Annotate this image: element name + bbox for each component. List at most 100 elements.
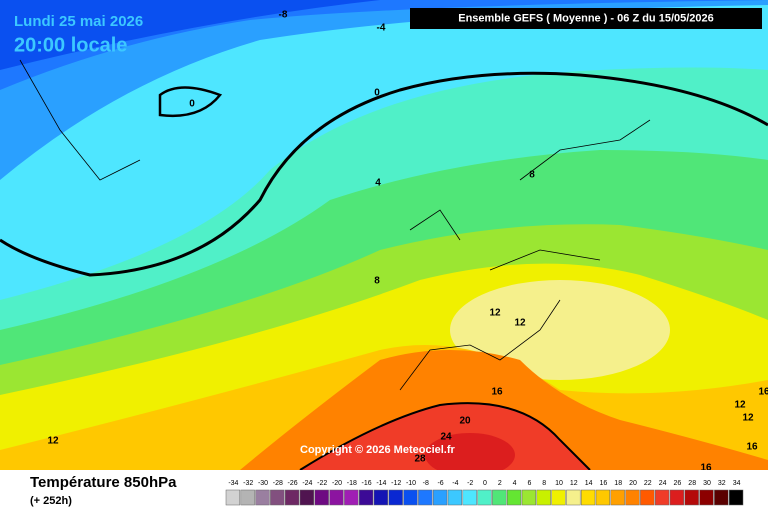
legend-label: 14 xyxy=(585,480,593,487)
contour-label: 0 xyxy=(374,88,380,99)
contour-label: 16 xyxy=(700,463,712,474)
legend-swatch xyxy=(403,489,418,506)
legend-swatch xyxy=(477,489,492,506)
legend-swatch xyxy=(284,489,300,506)
legend-label: -24 xyxy=(302,480,312,487)
contour-label: 16 xyxy=(758,387,768,398)
legend-label: 22 xyxy=(644,480,652,487)
legend-swatch xyxy=(299,489,315,506)
legend-swatch xyxy=(625,489,640,506)
legend-swatch xyxy=(566,489,581,506)
contour-label: 8 xyxy=(529,170,535,181)
legend-swatch xyxy=(418,489,433,506)
legend-label: -16 xyxy=(362,480,372,487)
legend-swatch xyxy=(580,489,596,506)
contour-label: 8 xyxy=(374,276,380,287)
legend-swatch xyxy=(329,489,344,506)
valid-date: Lundi 25 mai 2026 xyxy=(14,13,143,30)
legend-swatch xyxy=(432,489,448,506)
legend-swatch xyxy=(388,489,403,506)
run-box xyxy=(410,8,762,29)
legend-label: 16 xyxy=(600,480,608,487)
legend-swatch xyxy=(699,489,714,506)
legend-label: -12 xyxy=(391,480,401,487)
legend-label: -34 xyxy=(228,480,238,487)
legend-label: 26 xyxy=(674,480,682,487)
contour-label: 12 xyxy=(489,308,501,319)
contour-label: 24 xyxy=(440,432,452,443)
contour-label: 4 xyxy=(375,178,381,189)
legend-swatch xyxy=(610,489,625,506)
legend-swatch xyxy=(270,489,285,506)
copyright: Copyright © 2026 Meteociel.fr xyxy=(300,444,456,456)
legend-label: -10 xyxy=(406,480,416,487)
legend-label: 4 xyxy=(513,480,517,487)
legend-swatch xyxy=(344,489,359,506)
legend-swatch xyxy=(684,489,699,506)
legend-swatch xyxy=(595,489,611,506)
legend-label: 28 xyxy=(688,480,696,487)
valid-time: 20:00 locale xyxy=(14,34,127,56)
contour-label: 12 xyxy=(514,318,526,329)
field-title: Température 850hPa xyxy=(30,474,177,491)
legend-label: -22 xyxy=(317,480,327,487)
legend-swatch xyxy=(521,489,537,506)
legend-label: 0 xyxy=(483,480,487,487)
legend-swatch xyxy=(373,489,389,506)
run-info: Ensemble GEFS ( Moyenne ) - 06 Z du 15/0… xyxy=(458,12,714,24)
legend-swatch xyxy=(240,489,255,506)
legend-label: 32 xyxy=(718,480,726,487)
legend-swatch xyxy=(358,489,374,506)
contour-label: 16 xyxy=(491,387,503,398)
legend-label: 6 xyxy=(527,480,531,487)
legend-swatch xyxy=(506,489,522,506)
legend-label: -30 xyxy=(258,480,268,487)
legend-label: 2 xyxy=(498,480,502,487)
legend-swatch xyxy=(640,489,655,506)
contour-label: 12 xyxy=(734,400,746,411)
contour-label: 20 xyxy=(459,416,471,427)
legend-label: -4 xyxy=(452,480,458,487)
contour-label: -4 xyxy=(377,23,386,34)
legend-swatch xyxy=(255,489,270,506)
legend-label: 30 xyxy=(703,480,711,487)
legend-label: 8 xyxy=(542,480,546,487)
legend-swatch xyxy=(447,489,463,506)
legend-swatch xyxy=(314,489,329,506)
legend-swatch xyxy=(669,489,685,506)
legend-label: 18 xyxy=(614,480,622,487)
legend-label: -18 xyxy=(347,480,357,487)
contour-label: 12 xyxy=(742,413,754,424)
legend-swatch xyxy=(492,489,507,506)
legend-label: -14 xyxy=(376,480,386,487)
legend-swatch xyxy=(551,489,566,506)
legend-label: -8 xyxy=(423,480,429,487)
contour-label: 12 xyxy=(47,436,59,447)
contour-labels: -8 -4 0 0 4 8 8 12 12 12 16 20 24 28 12 12 16 16 16 xyxy=(47,10,768,474)
legend-label: 10 xyxy=(555,480,563,487)
legend-label: 12 xyxy=(570,480,578,487)
legend-label: -32 xyxy=(243,480,253,487)
contour-label: 16 xyxy=(746,442,758,453)
legend-label: -28 xyxy=(273,480,283,487)
legend-swatch xyxy=(462,489,477,506)
legend-label: 24 xyxy=(659,480,667,487)
isotherms xyxy=(0,59,768,471)
legend-swatch xyxy=(225,489,241,506)
legend-label: -6 xyxy=(437,480,443,487)
lead-time: (+ 252h) xyxy=(30,495,72,507)
contour-label: 0 xyxy=(189,99,195,110)
legend-label: -26 xyxy=(288,480,298,487)
colorbar: -34 -32 -30 -28 -26 -24 -22 -20 -18 -16 -14 -12 -10-… xyxy=(225,480,744,506)
legend-swatch xyxy=(654,489,670,506)
legend-label: -2 xyxy=(467,480,473,487)
legend-label: -20 xyxy=(332,480,342,487)
legend-swatch xyxy=(714,489,729,506)
legend-swatch xyxy=(728,489,744,506)
contour-label: 28 xyxy=(414,454,426,465)
legend-swatch xyxy=(536,489,551,506)
temperature-field xyxy=(0,0,768,477)
legend-label: 34 xyxy=(733,480,741,487)
legend-label: 20 xyxy=(629,480,637,487)
